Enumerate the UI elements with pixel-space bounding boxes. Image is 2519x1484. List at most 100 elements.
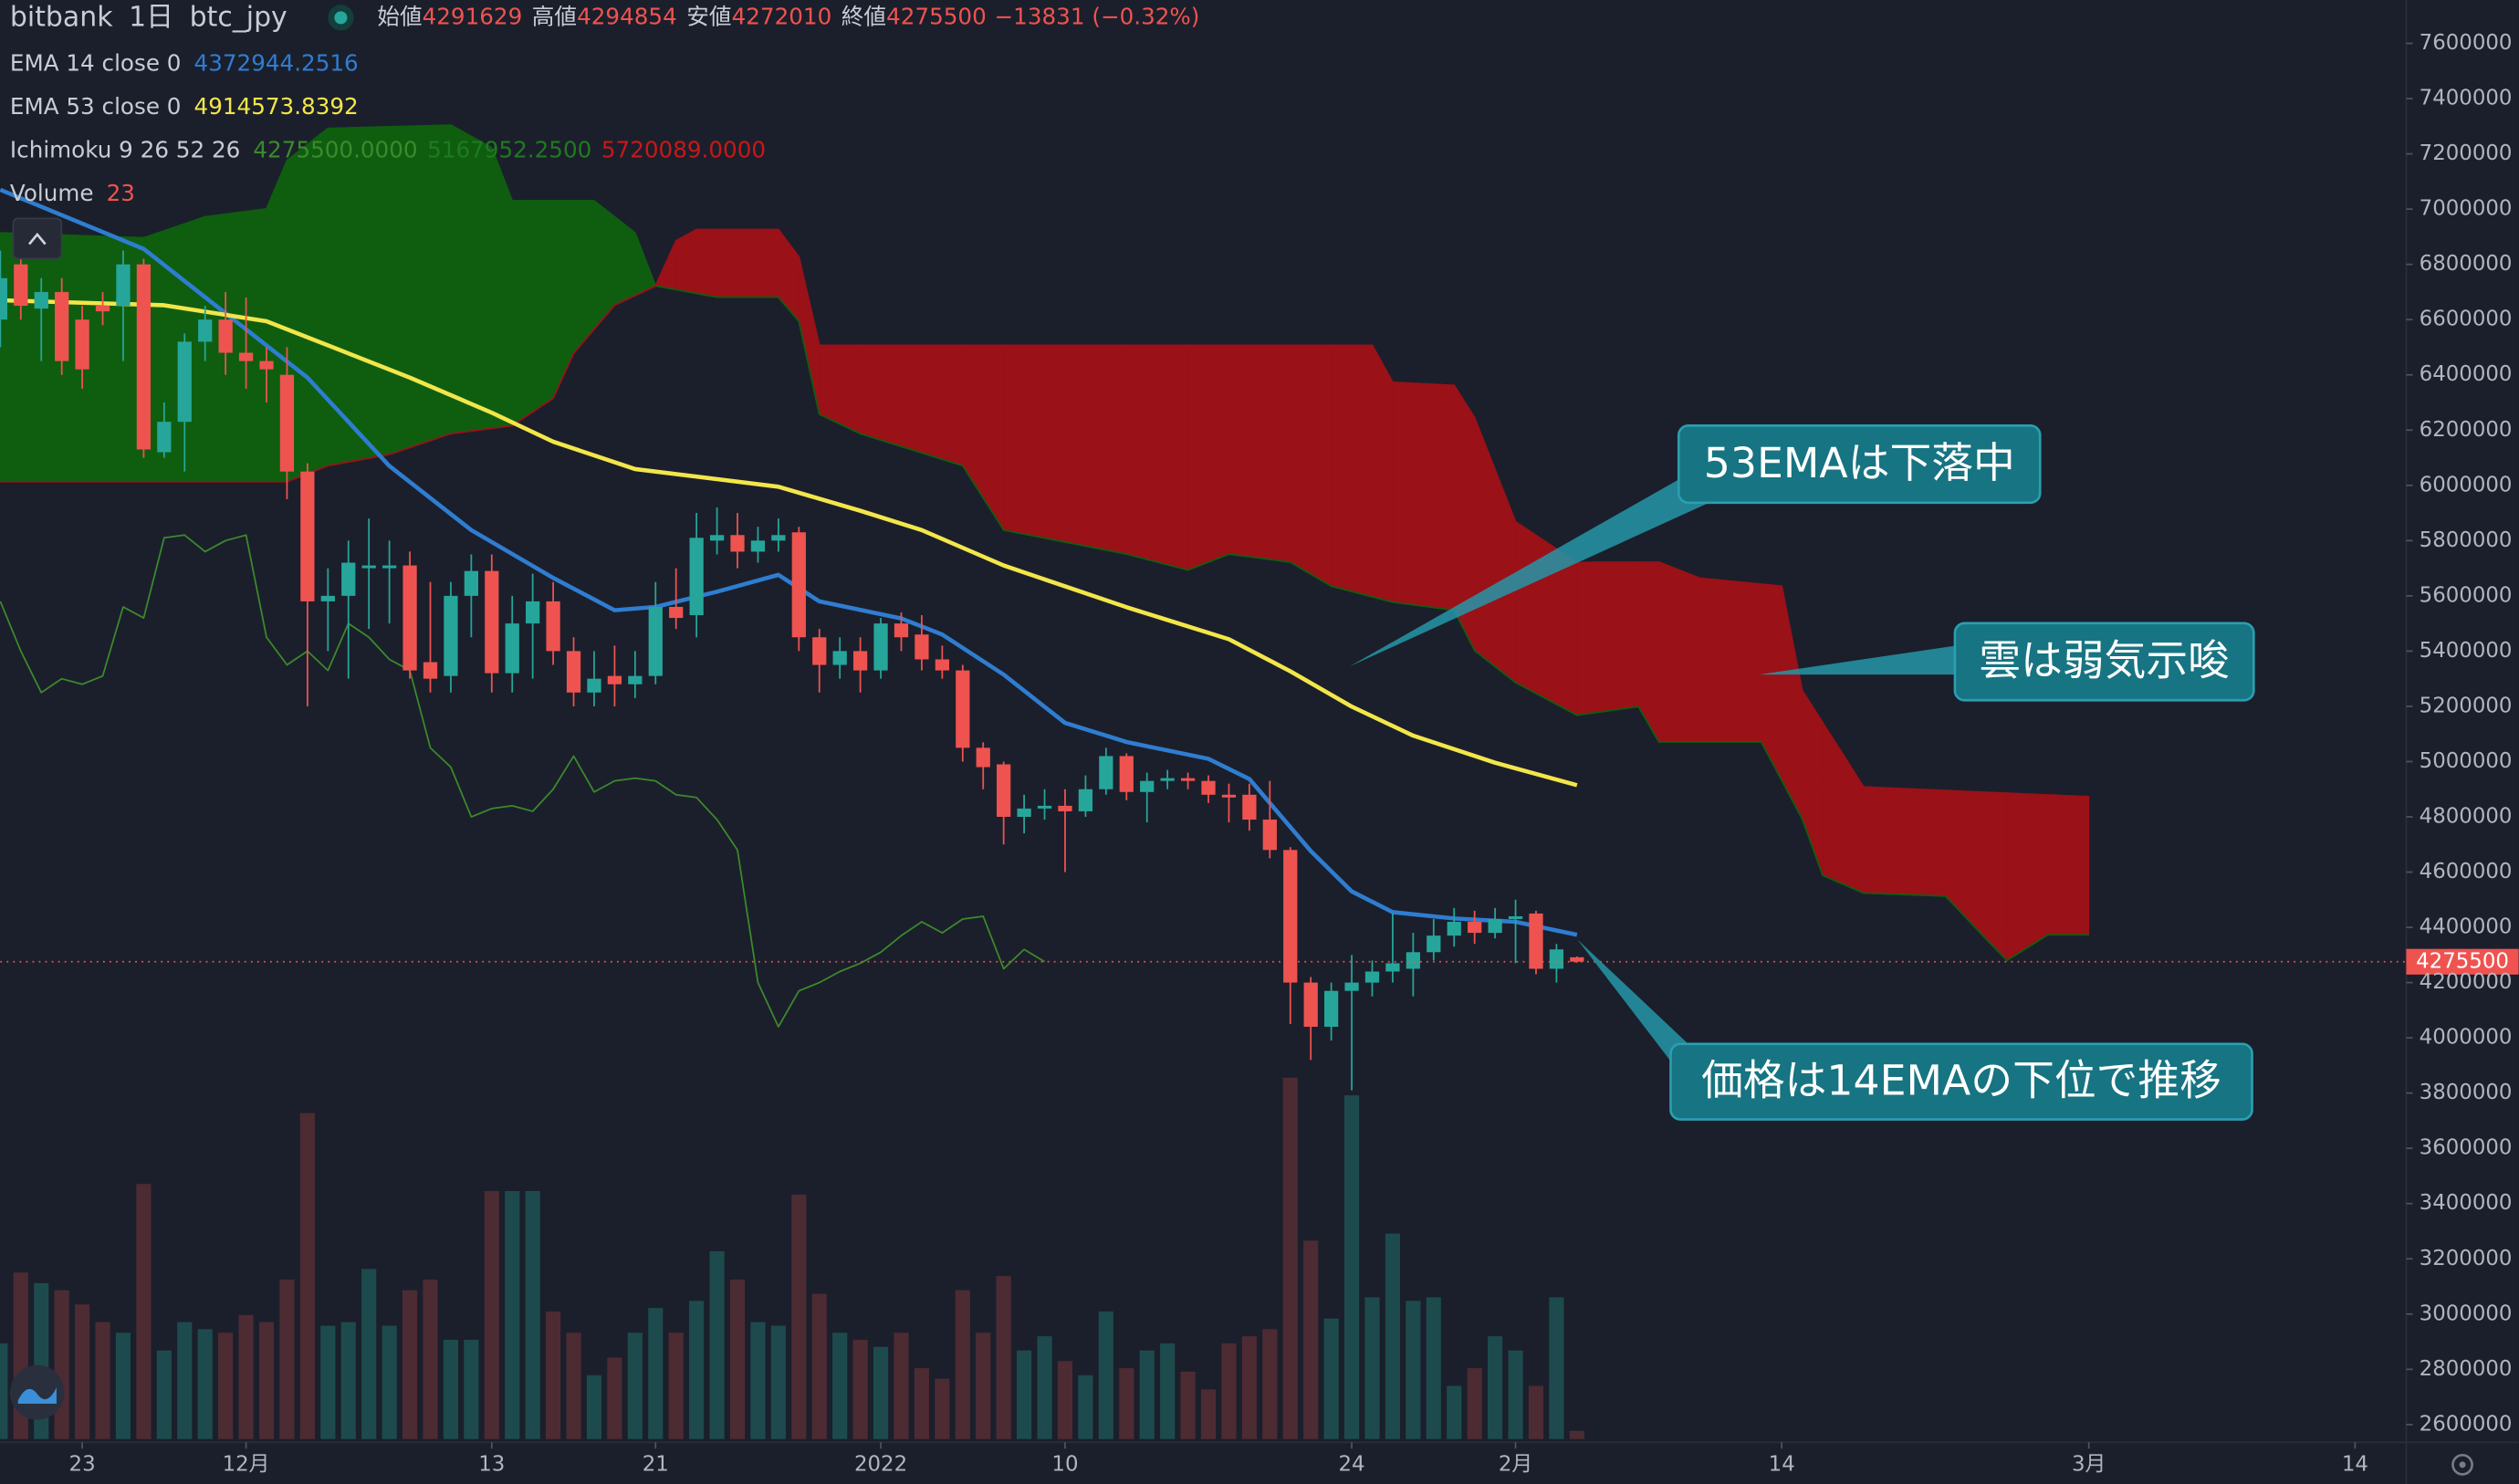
volume-bar: [914, 1368, 930, 1439]
volume-bar: [218, 1332, 234, 1439]
callout-box: [1677, 424, 2042, 505]
volume-bar: [115, 1332, 131, 1439]
volume-bar: [361, 1269, 377, 1439]
volume-bar: [586, 1374, 602, 1439]
volume-bar: [1528, 1385, 1544, 1439]
volume-bar: [1426, 1297, 1441, 1439]
callout-box: [1669, 1042, 2253, 1121]
candle-body: [873, 623, 888, 671]
symbol: bitbank: [10, 1, 113, 33]
gear-center[interactable]: [2459, 1461, 2466, 1468]
change: −13831 (−0.32%): [995, 3, 1200, 29]
volume-bar: [156, 1350, 172, 1439]
y-tick-label: 7600000: [2420, 31, 2513, 55]
volume-bar: [95, 1322, 110, 1439]
collapse-button[interactable]: [12, 217, 63, 260]
y-tick-label: 7000000: [2420, 197, 2513, 221]
ema-line: [0, 298, 1578, 788]
volume-bar: [955, 1290, 970, 1439]
candle-body: [55, 291, 69, 361]
volume-bar: [1508, 1350, 1523, 1439]
header: bitbank 1日 btc_jpy 始値4291629 高値4294854 安値4272…: [10, 1, 1199, 33]
button-bg[interactable]: [12, 217, 63, 260]
cloud-fill: [1228, 344, 1291, 563]
y-tick-label: 6600000: [2420, 308, 2513, 331]
x-tick-label: 14: [1769, 1452, 1795, 1476]
candle-body: [1364, 971, 1380, 983]
volume-bar: [197, 1329, 213, 1439]
volume-bar: [1221, 1343, 1237, 1439]
volume-bar: [1241, 1336, 1257, 1439]
volume-bar: [464, 1340, 479, 1439]
cloud-fill: [327, 126, 391, 466]
logo-bg[interactable]: [9, 1364, 65, 1420]
volume-bar: [791, 1194, 807, 1439]
callout-pointer: [1349, 478, 1709, 667]
volume-bar: [894, 1332, 909, 1439]
pair: btc_jpy: [190, 1, 287, 33]
gear[interactable]: [2451, 1454, 2473, 1476]
candle-body: [136, 264, 152, 450]
candle-body: [341, 562, 356, 596]
candle-body: [1242, 794, 1257, 820]
candle-body: [361, 565, 376, 569]
candle-body: [1140, 780, 1155, 792]
volume-bar: [750, 1322, 766, 1439]
volume-bar: [811, 1293, 827, 1439]
chevron-icon[interactable]: [28, 232, 47, 246]
candle-body: [1160, 778, 1175, 781]
volume-bar: [1323, 1318, 1339, 1439]
candle-body: [1078, 789, 1093, 811]
last-price-label: 4275500: [2416, 949, 2509, 973]
settings-icon[interactable]: [2451, 1454, 2473, 1476]
volume-bar: [648, 1308, 664, 1439]
volume-bar: [279, 1280, 295, 1439]
candle-body: [546, 601, 560, 652]
logo[interactable]: [9, 1364, 65, 1420]
ohlc-value: 4275500: [886, 3, 987, 29]
candle-body: [587, 678, 601, 693]
volume-bar: [1078, 1374, 1093, 1439]
candle-body: [1385, 963, 1400, 972]
volume-bar: [627, 1332, 643, 1439]
logo-wave[interactable]: [17, 1387, 57, 1405]
ohlc-label: 安値: [686, 3, 731, 29]
volume-bar: [1282, 1077, 1298, 1439]
volume-bar: [770, 1325, 786, 1439]
callout-text: 雲は弱気示唆: [1979, 636, 2230, 685]
volume-bar: [1447, 1385, 1462, 1439]
legend-name: Ichimoku 9 26 52 26: [10, 136, 240, 162]
candle-body: [750, 540, 766, 552]
y-tick-label: 4200000: [2420, 970, 2513, 994]
cloud-fill: [204, 208, 267, 483]
last-price-tag: [2406, 948, 2519, 975]
candle-body: [894, 623, 909, 638]
ohlc-label: 終値: [841, 3, 886, 29]
cloud-fill: [389, 124, 452, 455]
volume-bar: [238, 1314, 254, 1439]
y-tick-label: 3200000: [2420, 1247, 2513, 1270]
candle-body: [423, 662, 438, 679]
legend-name: Volume: [10, 180, 94, 206]
x-tick-label: 2022: [854, 1452, 907, 1476]
candle-body: [771, 535, 786, 541]
legend-value: 5720089.0000: [601, 136, 766, 162]
legend-value: 4372944.2516: [194, 49, 359, 76]
lagging-span: [0, 534, 1045, 1028]
volume-bar: [1488, 1336, 1503, 1439]
cloud-fill: [1658, 561, 1700, 743]
candle-body: [730, 535, 745, 552]
cloud-fill: [1187, 344, 1229, 571]
candle-body: [1119, 756, 1134, 792]
volume-bar: [873, 1346, 889, 1439]
candle-body: [402, 565, 417, 671]
y-tick-label: 3000000: [2420, 1301, 2513, 1325]
y-tick-label: 7200000: [2420, 141, 2513, 165]
candle-body: [1221, 794, 1237, 798]
volume-bar: [423, 1280, 438, 1439]
candle-body: [976, 747, 990, 768]
cloud-fill: [1596, 561, 1639, 714]
y-tick-label: 6800000: [2420, 252, 2513, 276]
